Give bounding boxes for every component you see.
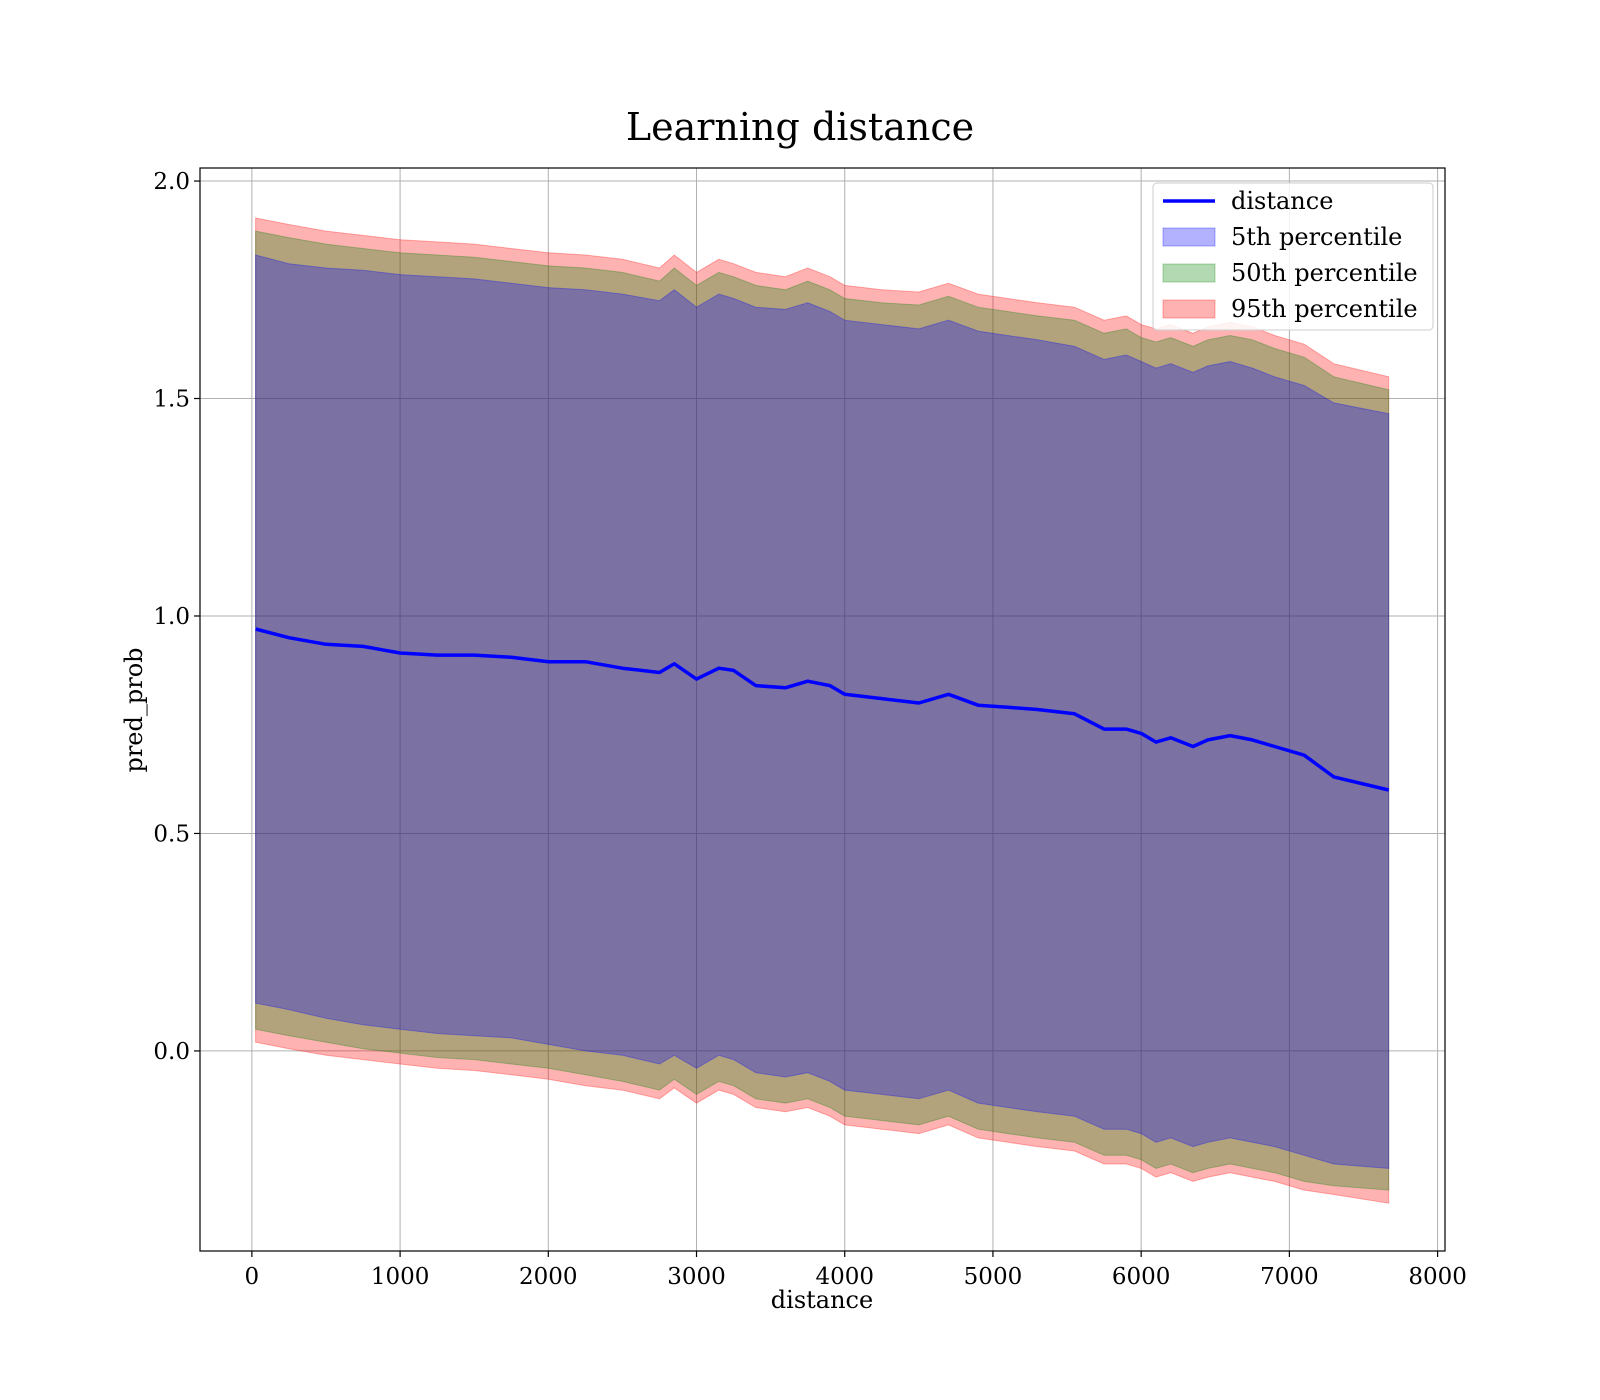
plot-frame (199, 167, 1446, 1252)
x-tick-label-7: 7000 (1260, 1264, 1319, 1290)
band-5th-percentile (255, 254, 1390, 1169)
x-tick-label-5: 5000 (964, 1264, 1023, 1290)
y-axis-label: pred_prob (120, 647, 148, 772)
x-tick-label-0: 0 (245, 1264, 260, 1290)
x-tick-label-2: 2000 (519, 1264, 578, 1290)
y-tick-label-1: 0.5 (153, 821, 190, 847)
legend-swatch-50th-percentile (1162, 263, 1216, 283)
legend-label-95th-percentile: 95th percentile (1231, 295, 1418, 323)
legend-box (1152, 182, 1434, 331)
grid-lines (200, 168, 1445, 1251)
x-tick-label-4: 4000 (815, 1264, 874, 1290)
x-axis-label: distance (771, 1286, 873, 1314)
percentile-bands (255, 217, 1390, 1204)
y-tick-label-0: 0.0 (153, 1039, 190, 1065)
x-tick-label-1: 1000 (371, 1264, 430, 1290)
band-50th-percentile (255, 230, 1390, 1191)
line-distance (255, 627, 1390, 792)
x-tick-label-6: 6000 (1112, 1264, 1171, 1290)
legend-label-distance: distance (1231, 187, 1333, 215)
legend: distance 5th percentile 50th percentile 95t… (1152, 182, 1434, 331)
legend-label-50th-percentile: 50th percentile (1231, 259, 1418, 287)
y-tick-label-3: 1.5 (153, 387, 190, 413)
x-axis-ticks: 0 1000 2000 3000 4000 5000 6000 7000 8000 (245, 1251, 1467, 1290)
chart-title: Learning distance (626, 105, 974, 149)
legend-swatch-95th-percentile (1162, 299, 1216, 319)
data-lines (255, 627, 1390, 792)
x-tick-label-8: 8000 (1408, 1264, 1467, 1290)
x-tick-label-3: 3000 (667, 1264, 726, 1290)
y-axis-ticks: 0.0 0.5 1.0 1.5 2.0 (153, 169, 200, 1065)
legend-swatch-5th-percentile (1162, 227, 1216, 247)
legend-label-5th-percentile: 5th percentile (1231, 223, 1402, 251)
y-tick-label-2: 1.0 (153, 604, 190, 630)
band-95th-percentile (255, 217, 1390, 1204)
y-tick-label-4: 2.0 (153, 169, 190, 195)
